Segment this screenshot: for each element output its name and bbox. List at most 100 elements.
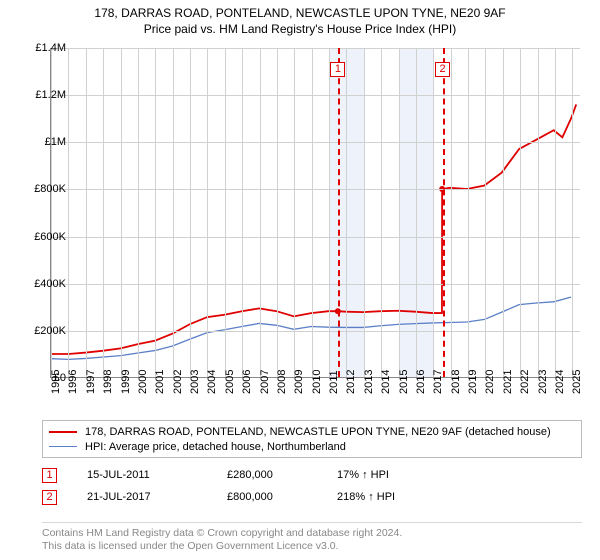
gridline-v [346, 48, 347, 377]
x-axis-label: 2004 [206, 370, 218, 394]
legend-swatch [49, 446, 77, 447]
x-axis-label: 2023 [537, 370, 549, 394]
chart-svg [51, 48, 580, 377]
sale-row: 2 21-JUL-2017£800,000218% ↑ HPI [42, 486, 457, 508]
gridline-v [485, 48, 486, 377]
gridline-v [207, 48, 208, 377]
gridline-v [121, 48, 122, 377]
gridline-v [225, 48, 226, 377]
gridline-v [399, 48, 400, 377]
x-axis-label: 1997 [85, 370, 97, 394]
footer-text: Contains HM Land Registry data © Crown c… [42, 522, 582, 554]
x-axis-label: 2000 [137, 370, 149, 394]
legend-swatch [49, 431, 77, 433]
x-axis-label: 2025 [571, 370, 583, 394]
gridline-v [68, 48, 69, 377]
chart-container: 178, DARRAS ROAD, PONTELAND, NEWCASTLE U… [0, 0, 600, 560]
gridline-v [364, 48, 365, 377]
x-axis-label: 2022 [519, 370, 531, 394]
x-axis-label: 2010 [311, 370, 323, 394]
gridline-v [260, 48, 261, 377]
legend-row: 178, DARRAS ROAD, PONTELAND, NEWCASTLE U… [49, 424, 575, 439]
sale-marker-line [338, 48, 340, 377]
x-axis-label: 1995 [50, 370, 62, 394]
sale-pct: 17% ↑ HPI [337, 469, 457, 481]
gridline-h [51, 142, 580, 143]
sales-table: 115-JUL-2011£280,00017% ↑ HPI221-JUL-201… [42, 464, 457, 508]
y-axis-label: £200K [26, 325, 66, 337]
sale-marker-box: 2 [435, 62, 450, 77]
gridline-v [520, 48, 521, 377]
y-axis-label: £1M [26, 136, 66, 148]
x-axis-label: 2014 [380, 370, 392, 394]
x-axis-label: 2020 [484, 370, 496, 394]
x-axis-label: 1998 [102, 370, 114, 394]
gridline-v [190, 48, 191, 377]
x-axis-label: 2024 [554, 370, 566, 394]
sale-row-marker: 2 [42, 490, 57, 505]
x-axis-label: 2011 [328, 370, 340, 394]
legend-label: 178, DARRAS ROAD, PONTELAND, NEWCASTLE U… [85, 426, 551, 438]
x-axis-label: 2001 [154, 370, 166, 394]
sale-marker-line [443, 48, 445, 377]
x-axis-label: 2016 [415, 370, 427, 394]
chart-subtitle: Price paid vs. HM Land Registry's House … [0, 20, 600, 36]
sale-row-marker: 1 [42, 468, 57, 483]
x-axis-label: 2013 [363, 370, 375, 394]
gridline-v [329, 48, 330, 377]
gridline-v [468, 48, 469, 377]
x-axis-label: 2002 [172, 370, 184, 394]
sale-marker-box: 1 [330, 62, 345, 77]
x-axis-label: 2018 [450, 370, 462, 394]
y-axis-label: £600K [26, 231, 66, 243]
gridline-h [51, 48, 580, 49]
x-axis-label: 2017 [432, 370, 444, 394]
footer-line-2: This data is licensed under the Open Gov… [42, 540, 582, 554]
x-axis-label: 2015 [398, 370, 410, 394]
gridline-v [86, 48, 87, 377]
gridline-v [433, 48, 434, 377]
gridline-v [294, 48, 295, 377]
legend-row: HPI: Average price, detached house, Nort… [49, 439, 575, 454]
gridline-v [451, 48, 452, 377]
gridline-h [51, 189, 580, 190]
gridline-v [503, 48, 504, 377]
x-axis-label: 2003 [189, 370, 201, 394]
x-axis-label: 2021 [502, 370, 514, 394]
gridline-v [538, 48, 539, 377]
x-axis-label: 2012 [345, 370, 357, 394]
y-axis-label: £800K [26, 183, 66, 195]
gridline-v [312, 48, 313, 377]
gridline-v [242, 48, 243, 377]
gridline-v [572, 48, 573, 377]
x-axis-label: 1999 [120, 370, 132, 394]
gridline-h [51, 284, 580, 285]
x-axis-label: 2006 [241, 370, 253, 394]
gridline-v [555, 48, 556, 377]
legend-label: HPI: Average price, detached house, Nort… [85, 441, 346, 453]
x-axis-label: 2008 [276, 370, 288, 394]
gridline-h [51, 331, 580, 332]
chart-title: 178, DARRAS ROAD, PONTELAND, NEWCASTLE U… [0, 0, 600, 20]
y-axis-label: £400K [26, 278, 66, 290]
gridline-v [416, 48, 417, 377]
gridline-h [51, 95, 580, 96]
x-axis-label: 1996 [67, 370, 79, 394]
gridline-v [155, 48, 156, 377]
sale-price: £280,000 [227, 469, 337, 481]
x-axis-label: 2019 [467, 370, 479, 394]
x-axis-label: 2007 [259, 370, 271, 394]
plot-area [50, 48, 580, 378]
gridline-v [138, 48, 139, 377]
gridline-v [103, 48, 104, 377]
y-axis-label: £1.4M [26, 42, 66, 54]
sale-pct: 218% ↑ HPI [337, 491, 457, 503]
gridline-v [277, 48, 278, 377]
gridline-h [51, 237, 580, 238]
x-axis-label: 2009 [293, 370, 305, 394]
gridline-v [381, 48, 382, 377]
gridline-v [173, 48, 174, 377]
sale-date: 21-JUL-2017 [87, 491, 227, 503]
sale-price: £800,000 [227, 491, 337, 503]
legend: 178, DARRAS ROAD, PONTELAND, NEWCASTLE U… [42, 420, 582, 458]
